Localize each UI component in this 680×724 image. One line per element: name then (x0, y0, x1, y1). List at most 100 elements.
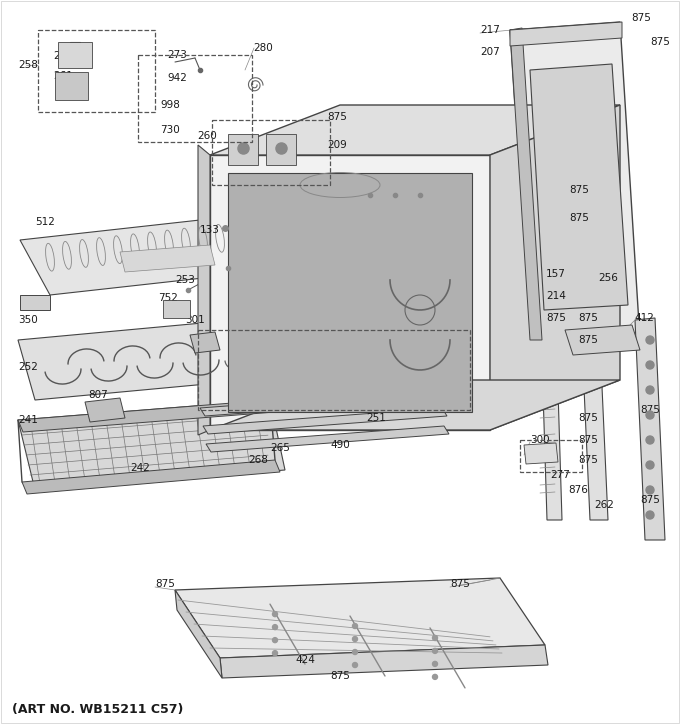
Polygon shape (228, 134, 258, 165)
Polygon shape (290, 210, 320, 280)
Polygon shape (510, 28, 542, 340)
Text: 241: 241 (18, 415, 38, 425)
Text: 998: 998 (160, 100, 180, 110)
Text: 875: 875 (578, 313, 598, 323)
Polygon shape (580, 298, 608, 520)
Polygon shape (210, 105, 620, 155)
Polygon shape (490, 105, 620, 430)
Text: 242: 242 (130, 463, 150, 473)
Text: 875: 875 (546, 313, 566, 323)
Circle shape (432, 674, 437, 679)
Polygon shape (163, 300, 190, 318)
Bar (198, 330, 470, 410)
Text: 807: 807 (88, 390, 107, 400)
Text: 875: 875 (330, 671, 350, 681)
Text: 300: 300 (530, 435, 549, 445)
Polygon shape (228, 173, 472, 412)
Text: 252: 252 (18, 362, 38, 372)
Polygon shape (22, 460, 280, 494)
Bar (212, 120, 330, 185)
Circle shape (273, 625, 277, 630)
Circle shape (646, 511, 654, 519)
Polygon shape (190, 332, 220, 353)
Text: 875: 875 (569, 213, 589, 223)
Polygon shape (18, 400, 275, 432)
Text: 214: 214 (546, 291, 566, 301)
Text: 875: 875 (569, 185, 589, 195)
Text: 752: 752 (158, 293, 178, 303)
Text: 258: 258 (18, 60, 38, 70)
Text: 277: 277 (550, 470, 570, 480)
Polygon shape (205, 315, 470, 425)
Polygon shape (20, 295, 50, 310)
Polygon shape (175, 578, 545, 658)
Polygon shape (120, 245, 215, 272)
Text: 235: 235 (246, 267, 266, 277)
Text: 268: 268 (248, 455, 268, 465)
Polygon shape (85, 398, 125, 422)
Text: 876: 876 (568, 485, 588, 495)
Text: 253: 253 (175, 275, 195, 285)
Text: 273: 273 (167, 50, 187, 60)
Polygon shape (198, 145, 210, 435)
Text: 875: 875 (327, 112, 347, 122)
Text: 875: 875 (640, 405, 660, 415)
Text: 730: 730 (160, 125, 180, 135)
Text: 350: 350 (18, 315, 38, 325)
Circle shape (352, 636, 358, 641)
Circle shape (646, 436, 654, 444)
Text: 261: 261 (272, 153, 292, 163)
Text: 257: 257 (53, 51, 73, 61)
Polygon shape (210, 155, 490, 430)
Text: 875: 875 (650, 37, 670, 47)
Text: 512: 512 (35, 217, 55, 227)
Text: 257: 257 (237, 153, 257, 163)
Polygon shape (206, 426, 449, 452)
Polygon shape (530, 64, 628, 310)
Text: 424: 424 (295, 655, 315, 665)
Text: 875: 875 (155, 579, 175, 589)
Polygon shape (540, 293, 562, 520)
Text: 256: 256 (598, 273, 618, 283)
Text: 875: 875 (578, 455, 598, 465)
Text: 875: 875 (640, 495, 660, 505)
Text: 157: 157 (546, 269, 566, 279)
Polygon shape (58, 42, 92, 68)
Bar (38, 30, 155, 112)
Text: 266: 266 (230, 195, 250, 205)
Polygon shape (203, 408, 447, 434)
Text: (ART NO. WB15211 C57): (ART NO. WB15211 C57) (12, 704, 184, 717)
Polygon shape (20, 210, 320, 295)
Text: 800: 800 (243, 305, 262, 315)
Circle shape (432, 649, 437, 653)
Polygon shape (266, 134, 296, 165)
Circle shape (646, 411, 654, 419)
Circle shape (646, 461, 654, 469)
Text: 800: 800 (413, 378, 432, 388)
Polygon shape (18, 320, 250, 400)
Polygon shape (210, 380, 620, 430)
Text: 235: 235 (447, 390, 467, 400)
Circle shape (352, 623, 358, 628)
Polygon shape (565, 325, 640, 355)
Text: 265: 265 (270, 443, 290, 453)
Polygon shape (635, 318, 665, 540)
Text: 875: 875 (578, 435, 598, 445)
Text: 261: 261 (53, 71, 73, 81)
Text: 875: 875 (578, 335, 598, 345)
Text: 251: 251 (366, 413, 386, 423)
Text: 875: 875 (450, 579, 470, 589)
Text: 280: 280 (253, 43, 273, 53)
Text: 942: 942 (167, 73, 187, 83)
Circle shape (273, 612, 277, 617)
Text: 262: 262 (594, 500, 614, 510)
Text: 260: 260 (197, 131, 217, 141)
Bar (520, 440, 582, 472)
Circle shape (432, 636, 437, 641)
Polygon shape (220, 645, 548, 678)
Circle shape (352, 649, 358, 654)
Circle shape (352, 662, 358, 668)
Text: 412: 412 (634, 313, 654, 323)
Circle shape (273, 638, 277, 643)
Text: 301: 301 (185, 315, 205, 325)
